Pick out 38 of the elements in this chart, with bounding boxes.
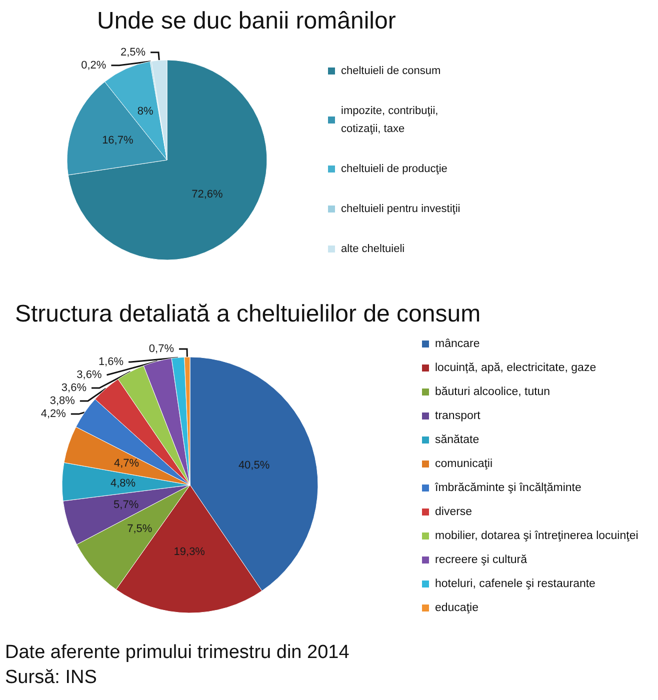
data-label: 72,6%: [192, 188, 223, 201]
legend-label: mobilier, dotarea şi întreţinerea locuinţei: [435, 530, 638, 542]
legend-label: hoteluri, cafenele şi restaurante: [435, 578, 596, 590]
legend-label: cheltuieli de consum: [341, 65, 441, 77]
chart-title: Structura detaliată a cheltuielilor de consum: [15, 300, 481, 328]
text: Date aferente primului trimestru din 2014: [5, 642, 350, 663]
data-label: 3,8%: [50, 395, 76, 408]
legend-label: cheltuieli de producţie: [341, 163, 448, 175]
data-label: 0,2%: [81, 59, 106, 72]
data-label: 5,7%: [114, 499, 139, 512]
data-label: 40,5%: [238, 459, 270, 472]
data-label: 3,6%: [76, 369, 102, 382]
legend-label: recreere şi cultură: [435, 554, 528, 566]
data-label: 2,5%: [120, 46, 146, 58]
data-label: 4,8%: [110, 477, 136, 490]
data-label: 19,3%: [174, 546, 206, 558]
data-label: 1,6%: [98, 356, 124, 368]
text: Sursă: INS: [5, 667, 97, 688]
legend-label: transport: [435, 410, 482, 422]
data-label: 3,6%: [61, 382, 87, 394]
legend-label: diverse: [435, 506, 472, 518]
legend-label: sănătate: [435, 434, 480, 446]
legend-label: comunicaţii: [435, 458, 493, 470]
legend-label: impozite, contribuţii, cotizaţii, taxe: [341, 105, 442, 135]
data-label: 0,7%: [148, 343, 174, 356]
legend-label: locuință, apă, electricitate, gaze: [435, 362, 596, 374]
legend-label: mâncare: [435, 338, 480, 350]
chart-title: Unde se duc banii românilor: [97, 8, 396, 34]
legend-label: băuturi alcoolice, tutun: [435, 386, 550, 398]
data-label: 8%: [137, 106, 154, 118]
data-label: 7,5%: [127, 523, 152, 536]
legend-label: îmbrăcăminte şi încălțăminte: [434, 482, 582, 494]
legend-label: educaţie: [435, 602, 478, 614]
legend-label: alte cheltuieli: [341, 243, 405, 255]
data-label: 4,7%: [114, 458, 140, 470]
data-label: 16,7%: [102, 134, 134, 147]
legend-label: cheltuieli pentru investiţii: [341, 203, 460, 215]
data-label: 4,2%: [40, 408, 66, 420]
